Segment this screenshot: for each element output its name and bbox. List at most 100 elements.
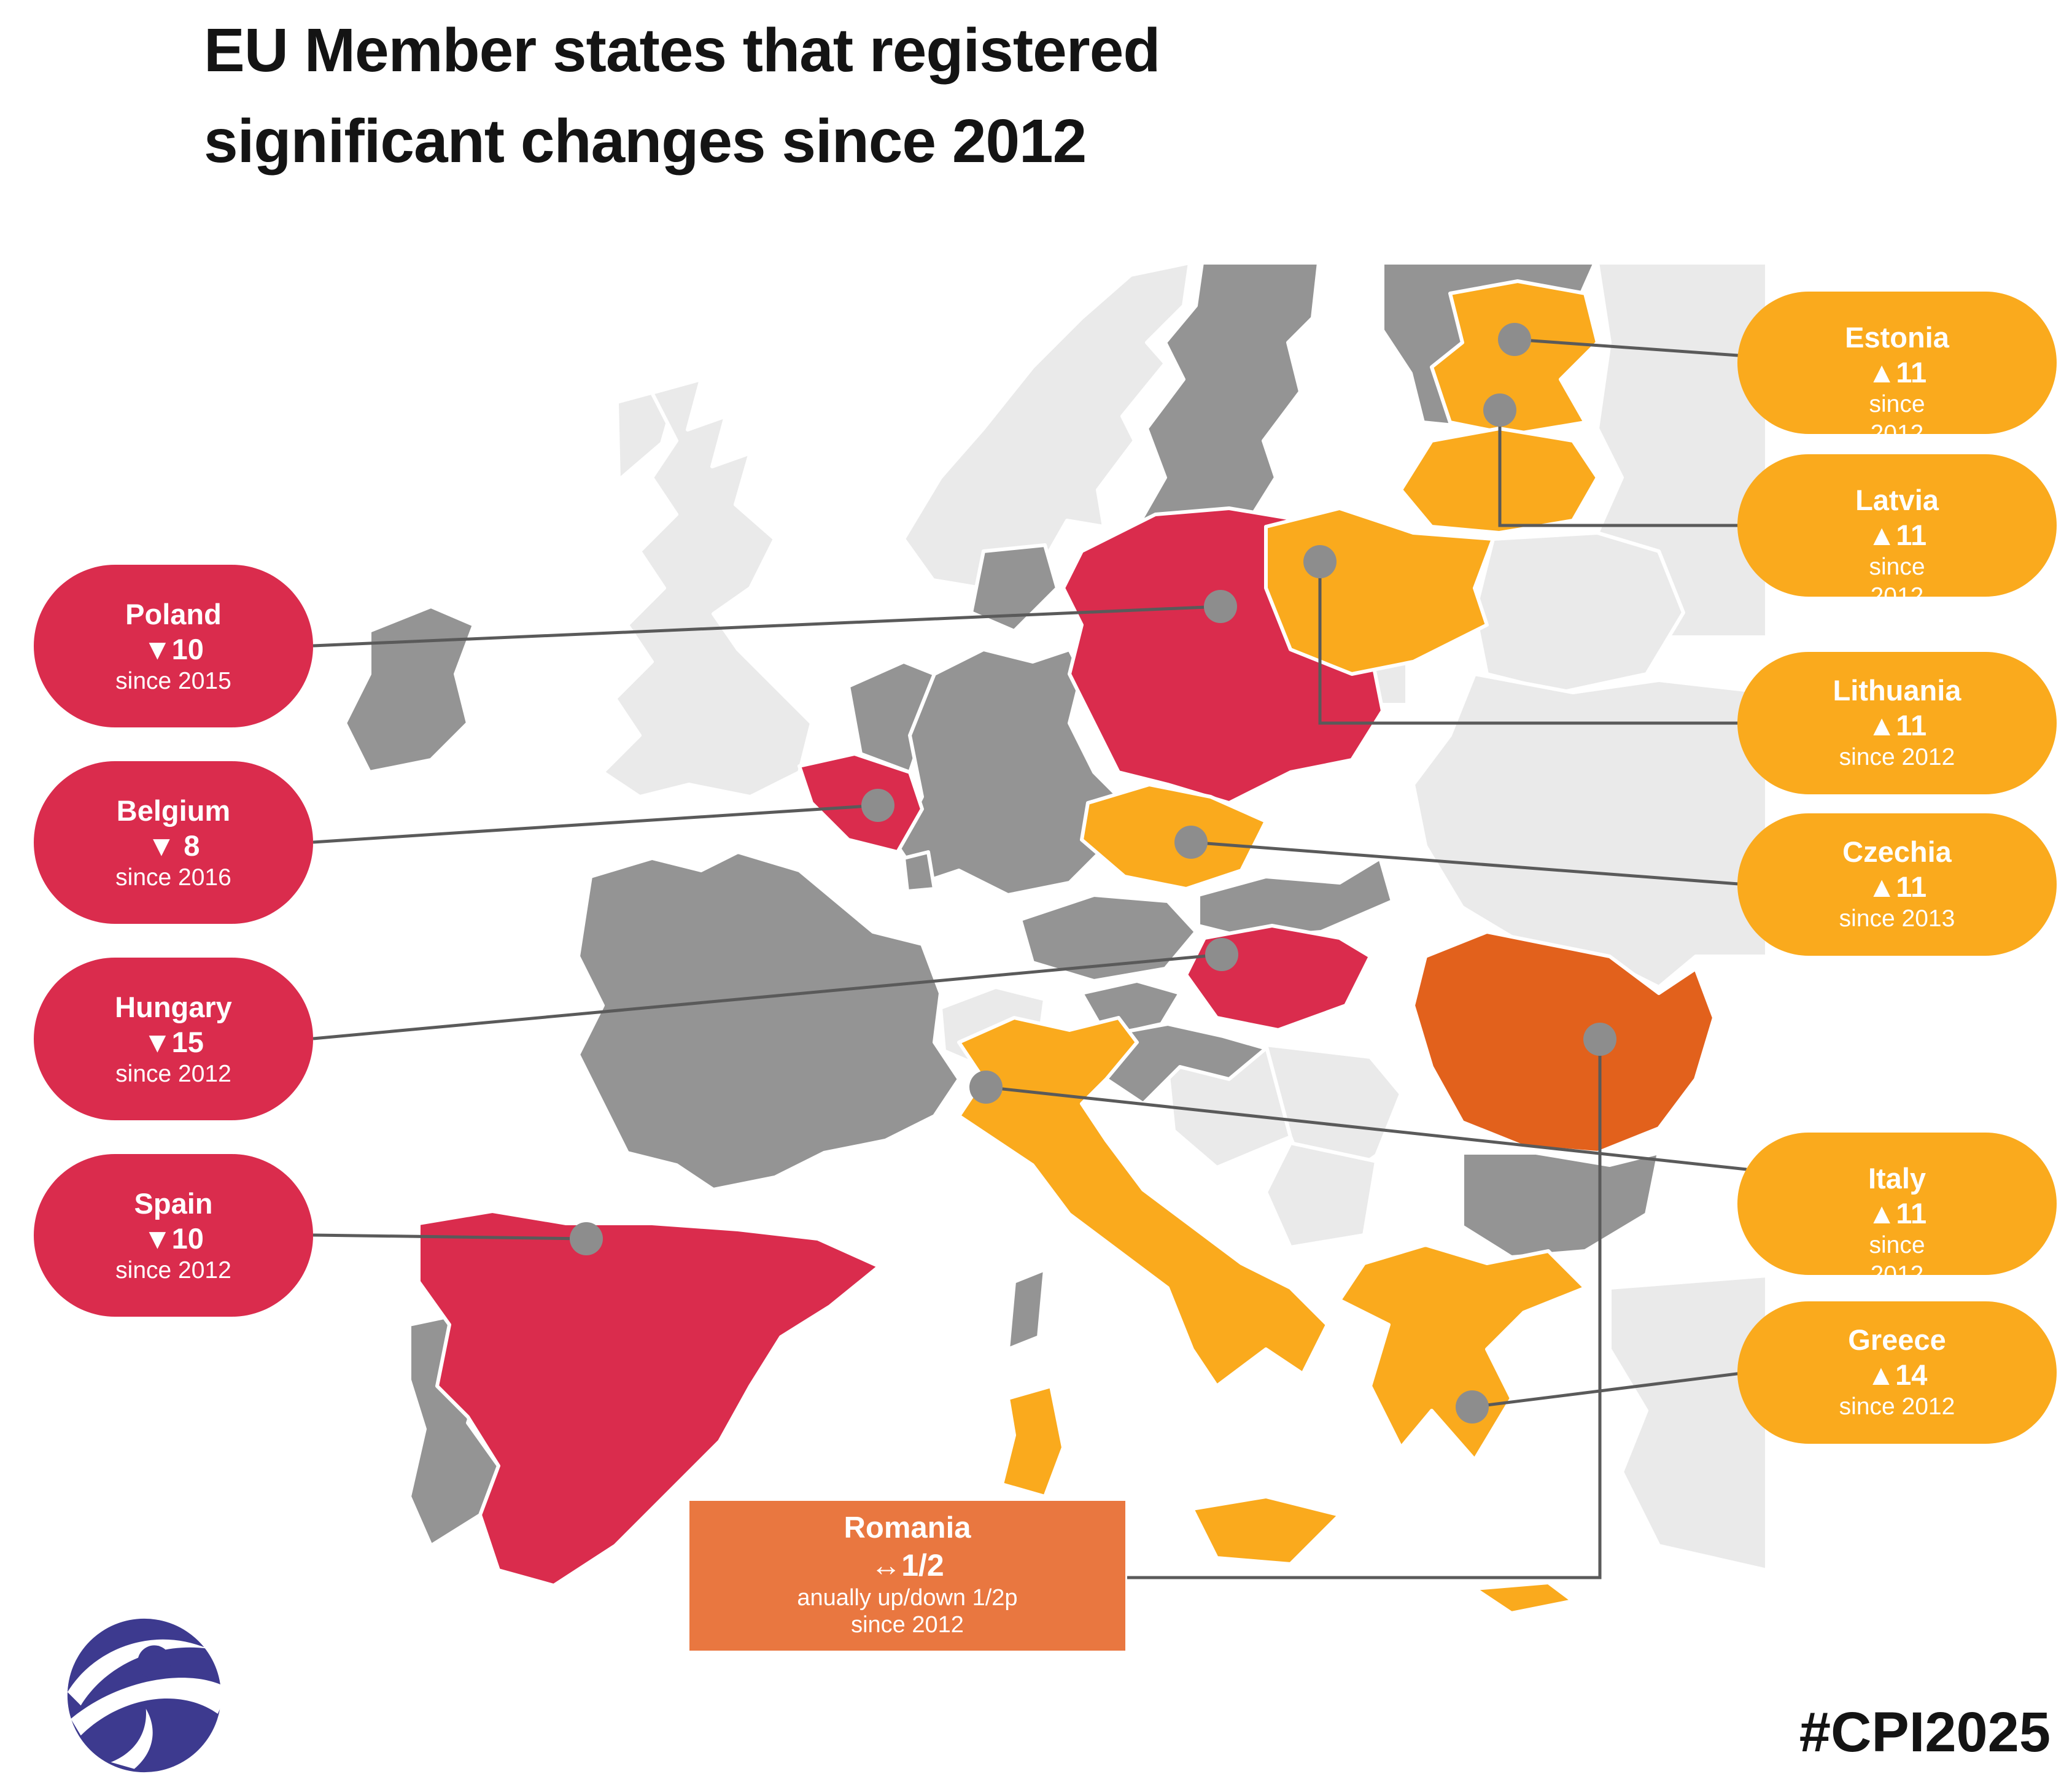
callout-change: ▼10 [143,632,204,665]
callout-change: ▼10 [143,1222,204,1255]
country-luxembourg [902,850,936,893]
callout-pill-belgium: Belgium ▼ 8 since 2016 [34,761,313,924]
callout-pill-czechia: Czechia ▲11 since 2013 [1737,813,2057,956]
map-dot-hungary [1205,938,1238,971]
callout-country: Spain [134,1187,213,1220]
country-spain [417,1209,881,1587]
callout-change: ▼ 8 [147,829,200,862]
callout-pill-estonia: Estonia ▲11 since 2012 [1737,292,2057,434]
callout-pill-hungary: Hungary ▼15 since 2012 [34,958,313,1120]
callout-since: since 2012 [115,1060,231,1087]
logo-swoosh-top [67,1639,208,1706]
country-italy [957,1016,1329,1388]
callout-since: since 2015 [115,667,231,694]
country-greece [1338,1243,1587,1462]
map-dot-latvia [1483,393,1516,427]
callout-country: Poland [125,597,222,630]
callout-change: ▲14 [1866,1358,1928,1391]
country-slovakia [1197,856,1394,940]
callout-pill-lithuania: Lithuania ▲11 since 2012 [1737,652,2057,794]
country-ireland [344,605,476,774]
callout-since: since 2012 [1839,1393,1955,1420]
connector-greece [1472,1371,1747,1409]
callout-description: anually up/down 1/2p [797,1585,1018,1611]
callout-since: since [1869,1232,1925,1258]
callout-change: ▲11 [1867,709,1927,742]
page-title-line2: significant changes since 2012 [204,107,1087,176]
country-corsica [1006,1268,1047,1351]
logo-swoosh-middle [71,1678,223,1736]
connector-hungary [312,953,1222,1040]
country-estonia [1430,279,1599,436]
callout-box-romania: Romania ↔1/2 anually up/down 1/2p since … [689,1501,1125,1651]
country-france [576,850,961,1191]
map-dot-lithuania [1303,545,1337,578]
callout-pill-spain: Spain ▼10 since 2012 [34,1154,313,1317]
callout-since: since [1869,554,1925,580]
callout-change: ▼15 [143,1025,204,1058]
country-bulgaria [1461,1151,1661,1259]
country-crete [1473,1581,1575,1615]
country-albania-macedonia [1264,1141,1378,1249]
callout-country: Belgium [116,794,231,827]
country-sardinia [1000,1384,1065,1498]
connector-belgium [312,804,879,844]
callout-year-clipped: 2012 [1870,583,1924,597]
callout-pill-italy: Italy ▲11 since 2012 [1737,1133,2057,1275]
callout-country: Greece [1848,1323,1946,1356]
connector-romania [1127,1039,1602,1579]
connector-italy [985,1085,1747,1171]
callout-country: Estonia [1845,321,1949,354]
callout-since: since 2012 [1839,744,1955,770]
callout-country: Czechia [1842,835,1952,868]
callout-year-clipped: 2012 [1870,420,1924,434]
transparency-international-logo [67,1618,223,1773]
page-title-line1: EU Member states that registered [204,16,1160,85]
country-belarus [1473,531,1685,694]
callout-since: since 2016 [115,864,231,891]
connector-czechia [1190,840,1747,886]
callout-country: Latvia [1855,484,1939,516]
callout-change: ↔1/2 [871,1548,944,1582]
map-dot-estonia [1498,323,1531,356]
country-croatia [1098,1022,1268,1106]
callout-pill-latvia: Latvia ▲11 since 2012 [1737,454,2057,597]
map-dot-poland [1204,590,1237,623]
country-romania [1411,930,1716,1155]
callout-change: ▲11 [1867,870,1927,903]
connector-estonia [1514,338,1747,358]
callout-pill-greece: Greece ▲14 since 2012 [1737,1301,2057,1444]
connector-poland [312,605,1221,648]
callout-country: Hungary [115,990,232,1023]
callout-change: ▲11 [1867,1197,1927,1230]
callout-year-clipped: 2012 [1870,1261,1924,1275]
callout-since: since 2013 [1839,905,1955,932]
logo-head-dot [138,1645,171,1679]
country-denmark [969,543,1059,633]
country-sicily [1190,1495,1341,1566]
callout-since: since 2012 [115,1257,231,1284]
country-uk [601,378,813,799]
country-czechia [1080,783,1268,891]
map-dot-czechia [1174,826,1208,859]
callout-country: Italy [1868,1162,1926,1195]
connector-lithuania [1318,562,1747,725]
map-dot-greece [1456,1390,1489,1424]
callout-since: since [1869,391,1925,417]
page-title: EU Member states that registered signifi… [204,5,1432,187]
map-dot-italy [969,1071,1003,1104]
map-dot-spain [570,1222,603,1255]
callout-country: Romania [844,1511,971,1544]
map-dot-romania [1583,1023,1616,1056]
callout-pill-poland: Poland ▼10 since 2015 [34,565,313,727]
map-dot-belgium [861,789,894,822]
connector-latvia [1498,410,1747,527]
callout-country: Lithuania [1833,674,1961,707]
callout-change: ▲11 [1867,356,1927,389]
callout-change: ▲11 [1867,519,1927,551]
logo-swoosh-lower [111,1708,153,1769]
callout-since: since 2012 [851,1612,964,1638]
europe-map [344,261,1768,1615]
connector-spain [312,1233,587,1241]
